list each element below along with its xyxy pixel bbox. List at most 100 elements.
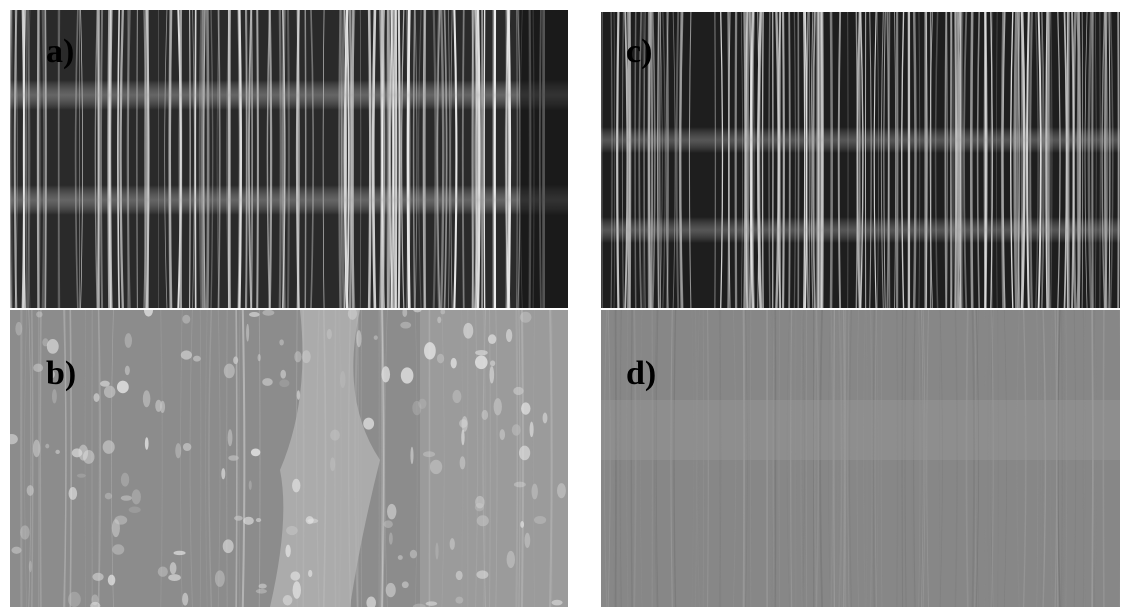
streak (815, 310, 820, 607)
streak (504, 10, 509, 308)
dark-edge (520, 10, 568, 308)
streak (508, 10, 512, 308)
streak (830, 310, 834, 607)
bright-region (270, 310, 380, 607)
blob (401, 581, 409, 589)
blob (455, 596, 464, 604)
blob (520, 402, 531, 415)
streak (621, 12, 624, 308)
streak (1016, 310, 1020, 607)
streak (742, 310, 745, 607)
streak (728, 12, 731, 308)
blob (234, 515, 243, 521)
streak (461, 10, 465, 308)
blob (248, 480, 252, 491)
blob (55, 449, 60, 455)
blob (255, 588, 267, 594)
streak (206, 10, 210, 308)
streak (26, 10, 31, 308)
streak (651, 12, 656, 308)
streak (647, 12, 652, 308)
blob (100, 380, 110, 387)
blob (159, 400, 166, 414)
streak (266, 10, 271, 308)
streak (189, 10, 191, 308)
streak (990, 12, 993, 308)
blob (255, 518, 262, 523)
streak (904, 310, 907, 607)
streak (921, 310, 924, 607)
streak (69, 310, 73, 607)
blob (124, 365, 130, 376)
streak (837, 12, 842, 308)
streak (144, 10, 147, 308)
blob (475, 495, 485, 509)
streak (1036, 310, 1039, 607)
horizontal-band (601, 217, 1120, 243)
blob (481, 409, 489, 421)
streak (794, 310, 797, 607)
streak (781, 12, 785, 308)
streak (688, 12, 692, 308)
streak (793, 12, 797, 308)
blob (93, 393, 100, 402)
streak (1094, 12, 1097, 308)
blob (506, 550, 516, 569)
blob (131, 489, 141, 505)
streak (178, 10, 183, 308)
streak (829, 12, 833, 308)
blob (385, 582, 396, 598)
streak (801, 310, 805, 607)
streak (216, 10, 220, 308)
streak (10, 10, 11, 308)
streak (31, 310, 34, 607)
streak (875, 310, 879, 607)
streak (975, 310, 980, 607)
blob (339, 370, 346, 388)
streak (694, 310, 698, 607)
streak (842, 310, 847, 607)
streak (969, 12, 974, 308)
streak (1003, 310, 1007, 607)
blob (246, 323, 250, 342)
streak (856, 12, 861, 308)
streak (691, 310, 694, 607)
streak (1077, 12, 1082, 308)
streak (1061, 310, 1063, 607)
blob (111, 519, 120, 538)
blob (450, 357, 457, 369)
streak (74, 10, 79, 308)
blob (413, 310, 422, 313)
streak (1037, 12, 1042, 308)
horizontal-band (10, 80, 568, 110)
streak (944, 12, 947, 308)
streak (880, 310, 883, 607)
blob (326, 328, 332, 340)
streak (310, 10, 315, 308)
blob (169, 562, 177, 575)
streak (976, 12, 980, 308)
streak (1102, 310, 1105, 607)
streak (965, 310, 969, 607)
streak (771, 310, 775, 607)
streak (874, 310, 877, 607)
blob (511, 424, 521, 436)
streak (367, 10, 372, 308)
streak (389, 10, 393, 308)
streak (655, 310, 659, 607)
horizontal-band (10, 185, 568, 215)
streak (869, 12, 872, 308)
streak (1047, 12, 1051, 308)
streak (1013, 12, 1018, 308)
streak (1020, 12, 1026, 308)
streak (267, 10, 271, 308)
streak (918, 310, 921, 607)
blob (459, 419, 468, 428)
blob (28, 560, 32, 573)
blob (45, 443, 50, 449)
blob (20, 525, 30, 540)
streak (929, 12, 933, 308)
streak (659, 12, 662, 308)
blob (90, 601, 101, 607)
streak (856, 310, 859, 607)
